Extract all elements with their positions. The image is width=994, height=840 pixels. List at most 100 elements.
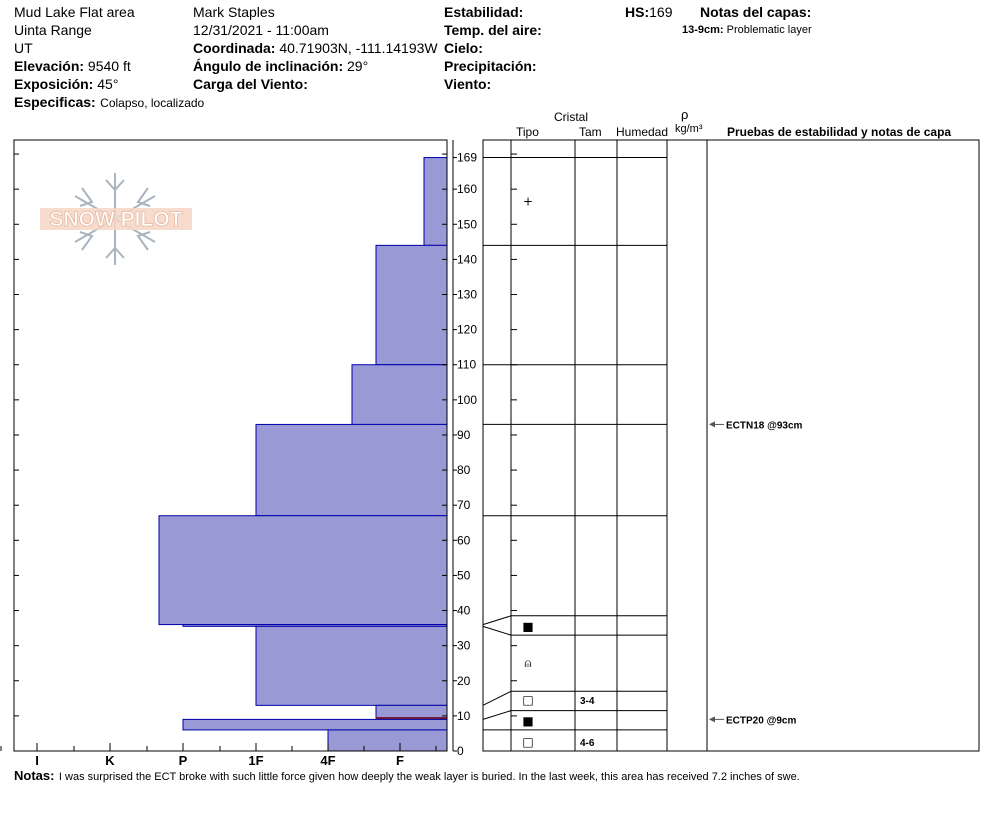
specifics-value: Colapso, localizado [100, 96, 205, 110]
layer-note: 13-9cm: Problematic layer [682, 25, 812, 36]
stability-test-label: ECTP20 @9cm [726, 715, 796, 726]
stability-tests-header: Pruebas de estabilidad y notas de capa [727, 125, 952, 139]
depth-tick-label: 120 [457, 323, 477, 337]
density-symbol: ρ [681, 107, 689, 122]
elevation: Elevación: 9540 ft [14, 59, 131, 73]
layer-connector [482, 625, 512, 636]
hardness-tick-label: F [396, 753, 404, 768]
test-arrow-head [709, 716, 715, 723]
depth-tick-label: 70 [457, 498, 471, 512]
specifics: Especificas: Colapso, localizado [14, 95, 204, 111]
depth-tick-label: 40 [457, 604, 471, 618]
crystal-header: Cristal [554, 110, 589, 124]
crystal-table-frame [482, 139, 980, 752]
hardness-layer-bar [375, 244, 448, 366]
stability-test-label: ECTN18 @93cm [726, 420, 803, 431]
crystal-symbol: ⍝ [524, 656, 531, 670]
logo-text: SNOW PILOT [50, 208, 183, 231]
depth-tick-label: 140 [457, 252, 477, 266]
hardness-layer-bar [182, 718, 448, 731]
hardness-tick-label: K [105, 753, 115, 768]
depth-tick-label: 100 [457, 393, 477, 407]
depth-tick-label: 90 [457, 428, 471, 442]
aspect-value: 45° [97, 76, 119, 92]
specifics-label: Especificas: [14, 94, 96, 110]
depth-tick-label: 110 [457, 358, 476, 372]
elevation-value: 9540 ft [87, 58, 131, 74]
profile-frame [13, 139, 448, 752]
layer-connector [482, 710, 512, 720]
layer-connector [482, 690, 512, 706]
crystal-symbol: ■ [522, 619, 533, 633]
depth-tick-label: 30 [457, 639, 471, 653]
snow-height: HS:169 [625, 5, 672, 19]
notes-text: I was surprised the ECT broke with such … [58, 771, 800, 783]
axes: I K P 1F 4F F 0 10 20 30 40 50 60 70 80 90 100 110 120 130 1… [0, 139, 980, 768]
depth-tick-label: 80 [457, 463, 471, 477]
hardness-layer-bar [255, 423, 448, 517]
hardness-layer-bar [375, 704, 448, 719]
hardness-tick-label: I [35, 753, 39, 768]
hardness-tick-label: 1F [248, 753, 263, 768]
mountain-range: Uinta Range [14, 22, 92, 38]
hardness-layer-bar [255, 625, 448, 706]
elevation-label: Elevación: [14, 58, 85, 74]
hardness-layer-bar [351, 364, 448, 425]
size-header: Tam [579, 125, 602, 139]
hardness-tick-label: P [179, 753, 188, 768]
crystal-symbol: + [523, 194, 533, 208]
depth-tick-label: 50 [457, 568, 471, 582]
hardness-tick-label: 4F [320, 753, 335, 768]
depth-tick-label: 150 [457, 217, 477, 231]
datetime: 12/31/2021 - 11:00am [193, 22, 329, 38]
observer: Mark Staples [193, 4, 275, 20]
hardness-profile [158, 157, 448, 752]
notes: Notas: I was surprised the ECT broke wit… [14, 768, 800, 784]
depth-tick-label: 130 [457, 288, 477, 302]
slope-angle-value: 29° [347, 58, 369, 74]
slope-angle-label: Ángulo de inclinación: [193, 58, 344, 74]
depth-tick-label: 60 [457, 533, 471, 547]
snowpilot-logo: SNOW PILOT [40, 173, 192, 265]
hs-label: HS: [625, 4, 650, 20]
grain-size-label: 3-4 [580, 696, 595, 707]
test-arrow-head [709, 421, 715, 428]
depth-tick-label: 160 [457, 182, 477, 196]
coordinates-value: 40.71903N, -111.14193W [279, 40, 438, 56]
crystal-symbol: ■ [522, 714, 533, 728]
depth-tick-label: 10 [457, 709, 471, 723]
layer-grid [482, 157, 667, 731]
depth-tick-label: 169 [457, 151, 477, 165]
air-temp-label: Temp. del aire: [444, 22, 542, 38]
moisture-header: Humedad [616, 125, 669, 139]
crystal-symbol: □ [522, 693, 533, 707]
crystal-symbol: □ [522, 735, 533, 749]
sky-label: Cielo: [444, 40, 483, 56]
density-unit: kg/m³ [675, 123, 703, 135]
layer-marks: + ■ ⍝ □ ■ □ 3-4 4-6 ECTN18 @93cm ECTP20 @9cm [522, 194, 802, 749]
slope-angle: Ángulo de inclinación: 29° [193, 59, 368, 73]
precipitation-label: Precipitación: [444, 58, 537, 74]
notes-label: Notas: [14, 768, 55, 783]
wind-label: Viento: [444, 76, 492, 92]
hardness-layer-bar [158, 515, 448, 626]
coordinates-label: Coordinada: [193, 40, 276, 56]
layer-note-text: Problematic layer [726, 24, 812, 36]
hs-value: 169 [649, 4, 673, 20]
layer-note-depth: 13-9cm: [682, 24, 724, 36]
wind-loading-label: Carga del Viento: [193, 76, 308, 92]
coordinates: Coordinada: 40.71903N, -111.14193W [193, 41, 438, 55]
hardness-layer-bar [423, 157, 448, 246]
layer-notes-label: Notas del capas: [700, 4, 812, 20]
layer-connector [482, 615, 512, 626]
aspect: Exposición: 45° [14, 77, 118, 91]
type-header: Tipo [516, 125, 539, 139]
aspect-label: Exposición: [14, 76, 94, 92]
grain-size-label: 4-6 [580, 738, 595, 749]
hardness-layer-bar [327, 729, 448, 752]
location: Mud Lake Flat area [14, 4, 135, 20]
depth-tick-label: 0 [457, 744, 464, 758]
state: UT [14, 40, 33, 56]
stability-label: Estabilidad: [444, 4, 524, 20]
